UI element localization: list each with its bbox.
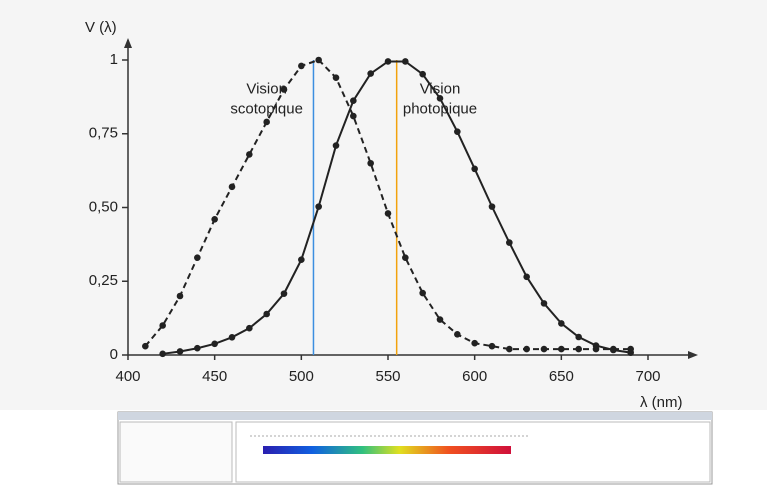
data-point xyxy=(367,159,374,167)
data-point xyxy=(246,324,253,332)
data-point xyxy=(488,342,496,350)
y-axis-label: V (λ) xyxy=(85,19,117,36)
data-point xyxy=(471,339,478,347)
y-tick-label: 0,50 xyxy=(89,198,118,215)
x-tick-label: 650 xyxy=(549,368,574,385)
data-point xyxy=(384,58,392,65)
x-tick-label: 450 xyxy=(202,368,227,385)
data-point xyxy=(436,316,444,323)
data-point xyxy=(159,350,166,358)
spectrum-screenshot xyxy=(117,411,713,485)
data-point xyxy=(575,333,582,341)
data-point xyxy=(194,344,201,352)
data-point xyxy=(315,203,322,210)
data-point xyxy=(384,210,392,217)
data-point xyxy=(228,183,236,191)
data-point xyxy=(298,62,305,70)
y-tick-label: 0 xyxy=(110,346,118,363)
data-point xyxy=(332,74,340,81)
x-tick-label: 600 xyxy=(462,368,487,385)
annotation: Vision photopique xyxy=(403,80,477,117)
curve xyxy=(162,60,631,355)
data-point xyxy=(540,345,548,353)
x-tick-label: 700 xyxy=(635,368,660,385)
data-point xyxy=(454,128,461,135)
annotation: Vision scotopique xyxy=(230,80,303,117)
data-point xyxy=(332,142,340,149)
data-point xyxy=(523,345,530,353)
y-tick-label: 1 xyxy=(110,51,118,68)
data-point xyxy=(402,58,409,65)
data-point xyxy=(506,345,513,353)
data-point xyxy=(228,334,236,341)
data-point xyxy=(280,290,288,297)
data-point xyxy=(350,112,357,120)
data-point xyxy=(575,345,582,353)
data-point xyxy=(592,342,600,349)
y-axis-arrow xyxy=(124,38,132,48)
data-point xyxy=(540,300,548,307)
data-point xyxy=(211,340,218,348)
data-point xyxy=(367,70,374,77)
data-point xyxy=(488,203,496,210)
data-point xyxy=(454,331,461,338)
data-point xyxy=(211,216,218,223)
x-axis-label: λ (nm) xyxy=(640,394,683,411)
annotation-line: scotopique xyxy=(230,100,303,117)
data-point xyxy=(142,342,149,350)
data-point xyxy=(471,165,478,173)
data-point xyxy=(263,118,270,126)
data-point xyxy=(610,346,617,354)
y-tick-label: 0,25 xyxy=(89,272,118,289)
data-point xyxy=(159,322,166,329)
data-point xyxy=(419,70,426,78)
data-point xyxy=(263,310,270,318)
x-tick-label: 550 xyxy=(375,368,400,385)
data-point xyxy=(315,56,322,64)
y-tick-label: 0,75 xyxy=(89,125,118,142)
data-point xyxy=(402,254,409,261)
data-point xyxy=(506,239,513,246)
data-point xyxy=(246,151,253,158)
data-point xyxy=(419,289,426,297)
annotation-line: Vision xyxy=(246,80,287,97)
data-point xyxy=(280,86,288,93)
data-point xyxy=(627,349,634,356)
x-tick-label: 400 xyxy=(115,368,140,385)
data-point xyxy=(436,95,444,102)
data-point xyxy=(558,345,565,353)
x-tick-label: 500 xyxy=(289,368,314,385)
data-point xyxy=(298,256,305,264)
annotation-line: photopique xyxy=(403,100,477,117)
data-point xyxy=(523,273,530,281)
data-point xyxy=(176,348,184,355)
x-axis-arrow xyxy=(688,351,698,359)
data-point xyxy=(194,254,201,261)
annotation-line: Vision xyxy=(420,80,461,97)
data-point xyxy=(350,97,357,105)
data-point xyxy=(558,320,565,327)
data-point xyxy=(176,292,184,300)
